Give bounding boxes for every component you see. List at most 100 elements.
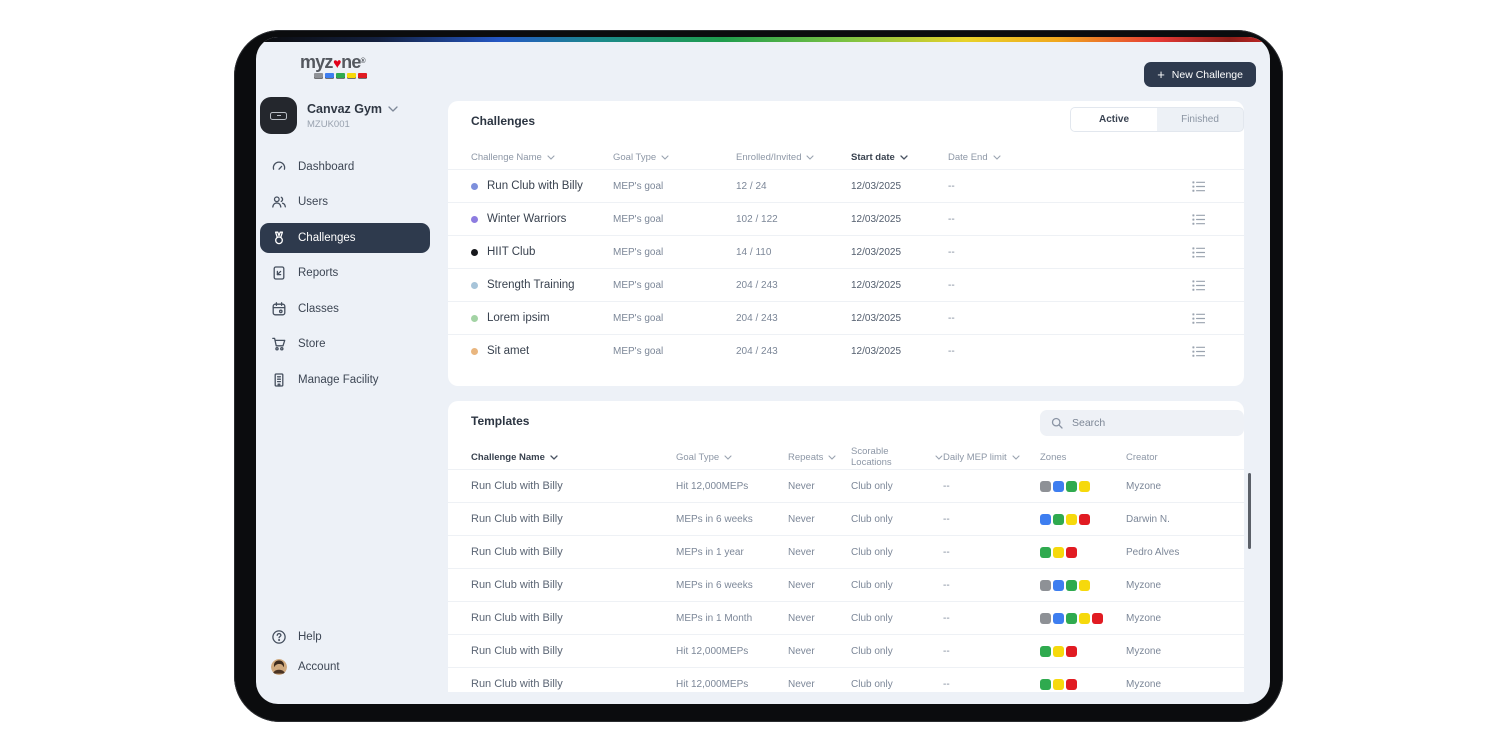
challenge-row[interactable]: Run Club with Billy MEP's goal 12 / 24 12/0… <box>448 169 1244 202</box>
col-daily-mep-limit[interactable]: Daily MEP limit <box>943 452 1040 463</box>
row-actions-button[interactable] <box>1168 312 1228 324</box>
template-row[interactable]: Run Club with Billy Hit 12,000MEPs Never Cl… <box>448 469 1244 502</box>
challenge-row[interactable]: HIIT Club MEP's goal 14 / 110 12/03/2025 -- <box>448 235 1244 268</box>
challenge-row[interactable]: Sit amet MEP's goal 204 / 243 12/03/2025 -- <box>448 334 1244 367</box>
template-row[interactable]: Run Club with Billy MEPs in 6 weeks Never C… <box>448 502 1244 535</box>
template-row[interactable]: Run Club with Billy Hit 12,000MEPs Never Cl… <box>448 634 1244 667</box>
account-avatar <box>271 659 287 675</box>
facility-selector[interactable]: Canvaz Gym MZUK001 <box>260 97 398 134</box>
challenge-name-cell: Winter Warriors <box>471 213 613 225</box>
templates-title: Templates <box>471 414 530 428</box>
medal-icon <box>274 231 284 244</box>
goal-type-cell: Hit 12,000MEPs <box>676 480 749 492</box>
challenges-table-body: Run Club with Billy MEP's goal 12 / 24 12/0… <box>448 169 1244 367</box>
sidebar-item-store[interactable]: Store <box>260 327 430 363</box>
zone-green-square <box>1040 546 1051 558</box>
col-challenge-name[interactable]: Challenge Name <box>471 452 676 463</box>
row-actions-button[interactable] <box>1168 345 1228 357</box>
sidebar-footer: Help Account <box>271 629 340 675</box>
search-input[interactable]: Search <box>1040 410 1244 436</box>
col-date-end[interactable]: Date End <box>948 152 1168 163</box>
goal-type-cell: MEPs in 1 year <box>676 546 744 558</box>
sidebar-item-account[interactable]: Account <box>271 659 340 675</box>
template-row[interactable]: Run Club with Billy MEPs in 1 Month Never C… <box>448 601 1244 634</box>
sidebar-item-users[interactable]: Users <box>260 185 430 221</box>
row-actions-button[interactable] <box>1168 213 1228 225</box>
zone-yellow-square <box>1053 678 1064 690</box>
sidebar-item-label: Dashboard <box>298 160 355 173</box>
row-details-icon <box>1191 312 1205 324</box>
sidebar-item-label: Challenges <box>298 231 356 244</box>
challenge-name: Strength Training <box>487 279 575 291</box>
start-date-cell: 12/03/2025 <box>851 180 902 192</box>
chevron-down-icon <box>993 154 1001 160</box>
users-icon <box>272 196 286 208</box>
col-enrolled-invited[interactable]: Enrolled/Invited <box>736 152 851 163</box>
template-row[interactable]: Run Club with Billy Hit 12,000MEPs Never Cl… <box>448 667 1244 692</box>
new-challenge-button[interactable]: + New Challenge <box>1144 62 1256 87</box>
sidebar-item-manage-facility[interactable]: Manage Facility <box>260 362 430 398</box>
date-end-cell: -- <box>948 213 955 225</box>
date-end-cell: -- <box>948 246 955 258</box>
sidebar-item-label: Manage Facility <box>298 373 379 386</box>
sidebar-item-dashboard[interactable]: Dashboard <box>260 149 430 185</box>
tab-finished[interactable]: Finished <box>1181 114 1219 125</box>
start-date-cell: 12/03/2025 <box>851 246 902 258</box>
challenges-card: Challenges Active Finished Challenge Nam… <box>448 101 1244 386</box>
creator-cell: Myzone <box>1126 579 1162 591</box>
zone-yellow-square <box>1066 513 1077 525</box>
report-file-icon <box>273 266 285 280</box>
help-icon <box>272 630 286 644</box>
col-challenge-name[interactable]: Challenge Name <box>471 152 613 163</box>
date-end-cell: -- <box>948 279 955 291</box>
row-actions-button[interactable] <box>1168 246 1228 258</box>
repeats-cell: Never <box>788 579 815 591</box>
challenge-color-dot <box>471 314 478 322</box>
zone-red-square <box>1066 546 1077 558</box>
challenge-row[interactable]: Strength Training MEP's goal 204 / 243 12/0… <box>448 268 1244 301</box>
chevron-down-icon <box>388 105 398 112</box>
challenge-name-cell: Strength Training <box>471 279 613 291</box>
row-actions-button[interactable] <box>1168 180 1228 192</box>
challenge-row[interactable]: Lorem ipsim MEP's goal 204 / 243 12/03/2025… <box>448 301 1244 334</box>
date-end-cell: -- <box>948 345 955 357</box>
tab-active[interactable]: Active <box>1071 108 1157 131</box>
zone-gradient-bar <box>256 37 1270 42</box>
sidebar-item-challenges[interactable]: Challenges <box>260 222 430 253</box>
zones-cell <box>1040 480 1126 492</box>
zone-red-square <box>1066 645 1077 657</box>
chevron-down-icon <box>806 154 815 160</box>
mep-limit-cell: -- <box>943 678 950 690</box>
challenge-color-dot <box>471 182 478 190</box>
sidebar-item-classes[interactable]: Classes <box>260 291 430 327</box>
enrolled-cell: 204 / 243 <box>736 312 778 324</box>
col-start-date[interactable]: Start date <box>851 152 948 163</box>
col-goal-type[interactable]: Goal Type <box>676 452 788 463</box>
sidebar-item-label: Help <box>298 631 322 643</box>
template-row[interactable]: Run Club with Billy MEPs in 1 year Never Cl… <box>448 535 1244 568</box>
col-goal-type[interactable]: Goal Type <box>613 152 736 163</box>
row-actions-button[interactable] <box>1168 279 1228 291</box>
zones-cell <box>1040 579 1126 591</box>
sidebar-item-help[interactable]: Help <box>271 629 340 645</box>
col-repeats[interactable]: Repeats <box>788 452 851 463</box>
scrollbar[interactable] <box>1248 473 1251 549</box>
challenge-name-cell: HIIT Club <box>471 246 613 258</box>
goal-type-cell: MEP's goal <box>613 279 664 291</box>
zone-green-square <box>1066 579 1077 591</box>
zone-yellow-square <box>1053 546 1064 558</box>
enrolled-cell: 12 / 24 <box>736 180 767 192</box>
template-name-cell: Run Club with Billy <box>471 579 563 591</box>
col-label: Scorable Locations <box>851 446 892 468</box>
challenge-row[interactable]: Winter Warriors MEP's goal 102 / 122 12/03/… <box>448 202 1244 235</box>
repeats-cell: Never <box>788 645 815 657</box>
col-scorable-locations[interactable]: Scorable Locations <box>851 446 943 468</box>
col-label: Challenge Name <box>471 451 545 463</box>
start-date-cell: 12/03/2025 <box>851 213 902 225</box>
sidebar-item-reports[interactable]: Reports <box>260 256 430 292</box>
challenge-color-dot <box>471 281 478 289</box>
templates-card: Templates Search Challenge Name Goal Typ… <box>448 401 1244 692</box>
zones-cell <box>1040 678 1126 690</box>
template-row[interactable]: Run Club with Billy MEPs in 6 weeks Never C… <box>448 568 1244 601</box>
challenge-name: Winter Warriors <box>487 213 567 225</box>
